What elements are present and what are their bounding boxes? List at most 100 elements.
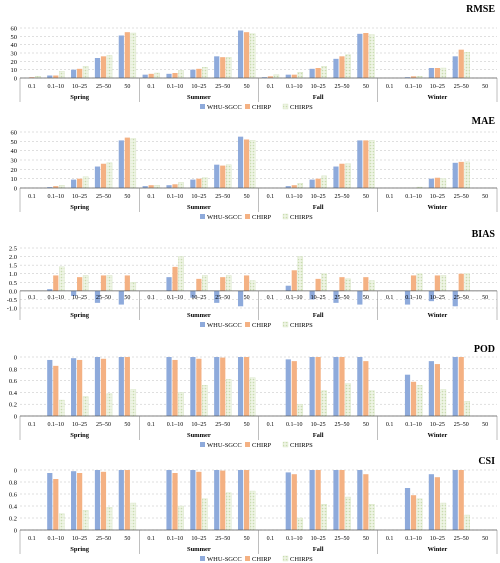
- bar-whu-sgcc: [452, 470, 458, 530]
- x-tick-label: 25–50: [334, 422, 349, 428]
- bar-chirp: [458, 357, 464, 416]
- season-label: Summer: [187, 204, 211, 211]
- y-tick-label: 60: [11, 26, 18, 33]
- x-tick-label: 25–50: [215, 84, 230, 90]
- bar-chirps: [321, 504, 327, 531]
- season-label: Winter: [428, 546, 448, 553]
- bar-chirps: [369, 280, 375, 292]
- legend-swatch: [200, 556, 205, 561]
- bar-whu-sgcc: [94, 58, 101, 78]
- x-tick-label: 0.1: [147, 295, 155, 301]
- bar-chirps: [416, 273, 423, 291]
- bar-chirp: [434, 275, 440, 291]
- bar-whu-sgcc: [94, 357, 101, 416]
- bar-chirps: [202, 177, 208, 189]
- chart-panel-csi: CSI 0 0.2 0.4 0.6 0.8 0 0.1 0.1–10 10–25 25–50 50 0.…: [9, 456, 498, 563]
- legend-swatch: [245, 104, 250, 109]
- season-label: Summer: [187, 94, 211, 101]
- bar-chirp: [410, 76, 417, 78]
- bar-chirp: [315, 470, 321, 530]
- bar-chirps: [130, 389, 137, 417]
- bar-chirps: [82, 510, 89, 531]
- x-tick-label: 50: [124, 536, 130, 542]
- x-tick-label: 0.1–10: [48, 536, 65, 542]
- season-label: Fall: [313, 94, 324, 101]
- legend-label: CHIRPS: [290, 214, 313, 221]
- bar-chirp: [315, 278, 321, 291]
- x-tick-label: 25–50: [96, 295, 111, 301]
- bar-chirps: [106, 275, 113, 292]
- bar-chirp: [458, 161, 464, 188]
- bar-chirp: [434, 177, 440, 188]
- y-tick-label: 0: [14, 528, 17, 535]
- bar-chirp: [243, 470, 250, 530]
- bar-chirps: [249, 140, 256, 189]
- bar-chirps: [106, 507, 113, 531]
- bar-chirps: [440, 389, 447, 417]
- bar-chirp: [100, 56, 107, 78]
- bar-whu-sgcc: [428, 290, 434, 302]
- bar-chirp: [458, 49, 464, 78]
- legend-label: WHU-SGCC: [207, 214, 242, 221]
- bar-chirp: [77, 473, 83, 530]
- bar-chirp: [363, 277, 369, 291]
- y-tick-label: 0.2: [9, 402, 17, 409]
- bar-chirps: [440, 275, 447, 292]
- bar-chirp: [267, 76, 274, 78]
- bar-chirps: [345, 496, 351, 531]
- x-tick-label: 0.1–10: [48, 422, 65, 428]
- y-tick-label: 0: [14, 355, 17, 362]
- bar-chirp: [339, 56, 345, 78]
- season-label: Winter: [428, 94, 448, 101]
- x-tick-label: 10–25: [430, 194, 445, 200]
- bar-chirp: [315, 68, 321, 78]
- bar-chirp: [100, 471, 107, 530]
- x-tick-label: 50: [482, 295, 488, 301]
- chart-title: CSI: [478, 456, 495, 467]
- bar-chirp: [291, 474, 297, 530]
- season-label: Fall: [313, 312, 324, 319]
- bar-chirp: [315, 178, 321, 188]
- legend-swatch: [282, 213, 289, 220]
- bar-whu-sgcc: [166, 73, 172, 78]
- x-tick-label: 10–25: [72, 84, 87, 90]
- legend-swatch: [200, 322, 205, 327]
- x-tick-label: 50: [124, 295, 130, 301]
- bar-chirp: [53, 365, 59, 416]
- x-tick-label: 0.1–10: [167, 84, 184, 90]
- bar-whu-sgcc: [118, 35, 124, 78]
- x-tick-label: 0.1–10: [167, 536, 184, 542]
- bar-chirp: [124, 32, 130, 78]
- bar-chirp: [339, 470, 345, 530]
- x-tick-label: 50: [363, 536, 369, 542]
- x-tick-label: 25–50: [96, 84, 111, 90]
- bar-chirp: [363, 33, 369, 78]
- chart-title: MAE: [472, 116, 496, 127]
- x-tick-label: 50: [244, 84, 250, 90]
- y-tick-label: 0: [14, 468, 17, 475]
- y-tick-label: 60: [11, 130, 18, 137]
- bar-whu-sgcc: [452, 357, 458, 416]
- y-tick-label: 1.5: [9, 263, 17, 270]
- bar-chirp: [220, 165, 226, 188]
- x-tick-label: 0.1–10: [405, 84, 422, 90]
- bar-whu-sgcc: [118, 140, 124, 188]
- x-tick-label: 0.1–10: [167, 295, 184, 301]
- bar-whu-sgcc: [94, 290, 101, 303]
- x-tick-label: 25–50: [454, 84, 469, 90]
- bar-whu-sgcc: [237, 470, 244, 530]
- legend-swatch: [282, 441, 289, 448]
- x-tick-label: 0.1–10: [48, 295, 65, 301]
- x-tick-label: 10–25: [430, 422, 445, 428]
- bar-chirps: [297, 404, 304, 417]
- bar-whu-sgcc: [237, 290, 244, 307]
- x-tick-label: 0.1: [28, 536, 36, 542]
- bar-whu-sgcc: [309, 179, 315, 188]
- legend-swatch: [200, 104, 205, 109]
- x-tick-label: 10–25: [311, 84, 326, 90]
- bar-whu-sgcc: [190, 470, 196, 530]
- bar-chirp: [458, 470, 464, 530]
- x-tick-label: 50: [244, 295, 250, 301]
- bar-chirp: [53, 75, 59, 78]
- season-label: Winter: [428, 312, 448, 319]
